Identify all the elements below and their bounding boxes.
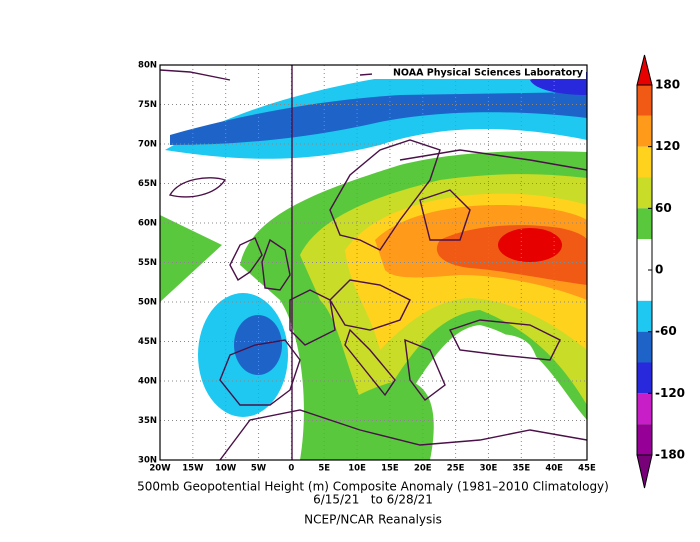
lat-label: 60N (138, 219, 157, 229)
lat-label: 80N (138, 61, 157, 71)
lat-label: 65N (138, 179, 157, 189)
lat-label: 55N (138, 258, 157, 268)
lon-label: 15E (381, 464, 399, 474)
credit: NOAA Physical Sciences Laboratory (393, 68, 584, 79)
colorbar-label: -120 (655, 386, 685, 400)
map-frame (159, 64, 588, 461)
colorbar-segment (637, 300, 652, 332)
lat-label: 70N (138, 140, 157, 150)
lat-label: 35N (138, 416, 157, 426)
source: NCEP/NCAR Reanalysis (304, 513, 442, 527)
colorbar-segment (637, 331, 652, 363)
lon-label: 45E (578, 464, 596, 474)
lon-label: 30E (480, 464, 498, 474)
lon-label: 25E (447, 464, 465, 474)
colorbar-segment (637, 424, 652, 455)
colorbar-segment (637, 393, 652, 425)
colorbar-arrow (636, 454, 653, 489)
colorbar-label: 0 (655, 263, 663, 277)
colorbar-label: 180 (655, 78, 680, 92)
lon-label: 0 (288, 464, 294, 474)
lon-label: 40E (545, 464, 563, 474)
lon-label: 5E (318, 464, 330, 474)
lon-label: 35E (512, 464, 530, 474)
dates: 6/15/21 to 6/28/21 (313, 493, 433, 507)
lat-label: 75N (138, 100, 157, 110)
credit-box (372, 66, 586, 79)
colorbar-segment (637, 362, 652, 394)
colorbar: 180 120 60 0 -60 -120 -180 (636, 54, 685, 489)
colorbar-arrow (636, 54, 653, 86)
colorbar-segment (637, 177, 652, 209)
lat-label: 40N (138, 377, 157, 387)
lon-label: 20E (414, 464, 432, 474)
colorbar-segment (637, 239, 652, 270)
colorbar-label: -60 (655, 324, 677, 338)
lon-label: 10W (215, 464, 237, 474)
lat-label: 45N (138, 337, 157, 347)
lat-label: 30N (138, 456, 157, 466)
anomaly-fills (160, 65, 587, 460)
title: 500mb Geopotential Height (m) Composite … (137, 480, 609, 494)
colorbar-label: -180 (655, 448, 685, 462)
colorbar-segment (637, 115, 652, 147)
lon-label: 20W (149, 464, 171, 474)
colorbar-label: 60 (655, 201, 672, 215)
colorbar-label: 120 (655, 139, 680, 153)
lat-label: 50N (138, 298, 157, 308)
lon-label: 15W (182, 464, 204, 474)
colorbar-segment (637, 146, 652, 178)
lon-label: 10E (348, 464, 366, 474)
colorbar-segment (637, 208, 652, 240)
lon-label: 5W (251, 464, 267, 474)
colorbar-segment (637, 270, 652, 301)
colorbar-segment (637, 85, 652, 116)
